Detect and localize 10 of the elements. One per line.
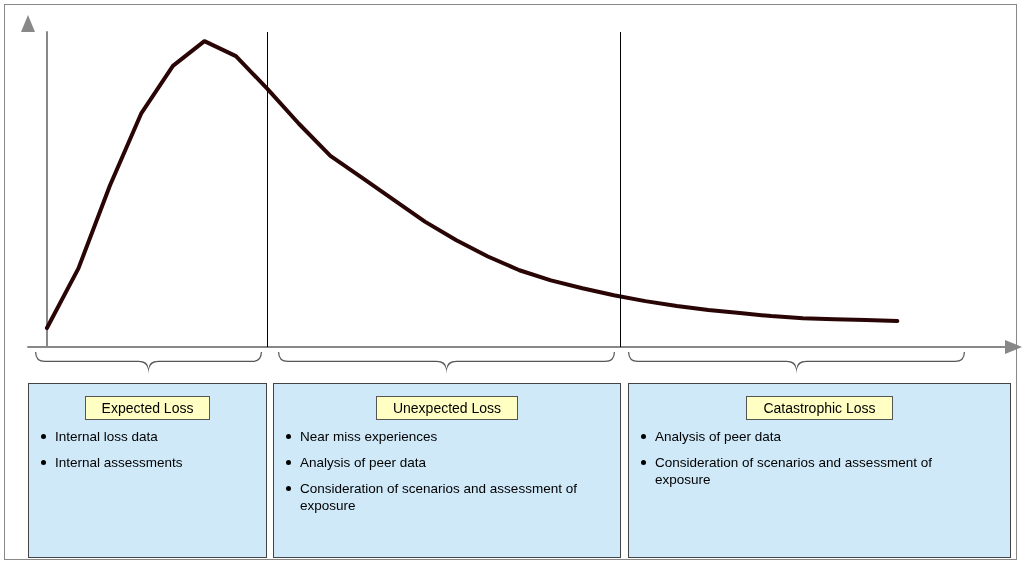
text: Near miss experiences bbox=[300, 428, 438, 445]
text: Internal loss data bbox=[55, 428, 158, 445]
text: Internal assessments bbox=[55, 454, 183, 471]
text: Unexpected Loss bbox=[375, 396, 519, 420]
text: Consideration of scenarios and assessment of exposure bbox=[655, 454, 933, 488]
text: Consideration of scenarios and assessment of exposure bbox=[300, 480, 578, 514]
text: Analysis of peer data bbox=[655, 428, 782, 445]
text: Expected Loss bbox=[84, 396, 211, 420]
text: Catastrophic Loss bbox=[746, 396, 893, 420]
text: Analysis of peer data bbox=[300, 454, 427, 471]
